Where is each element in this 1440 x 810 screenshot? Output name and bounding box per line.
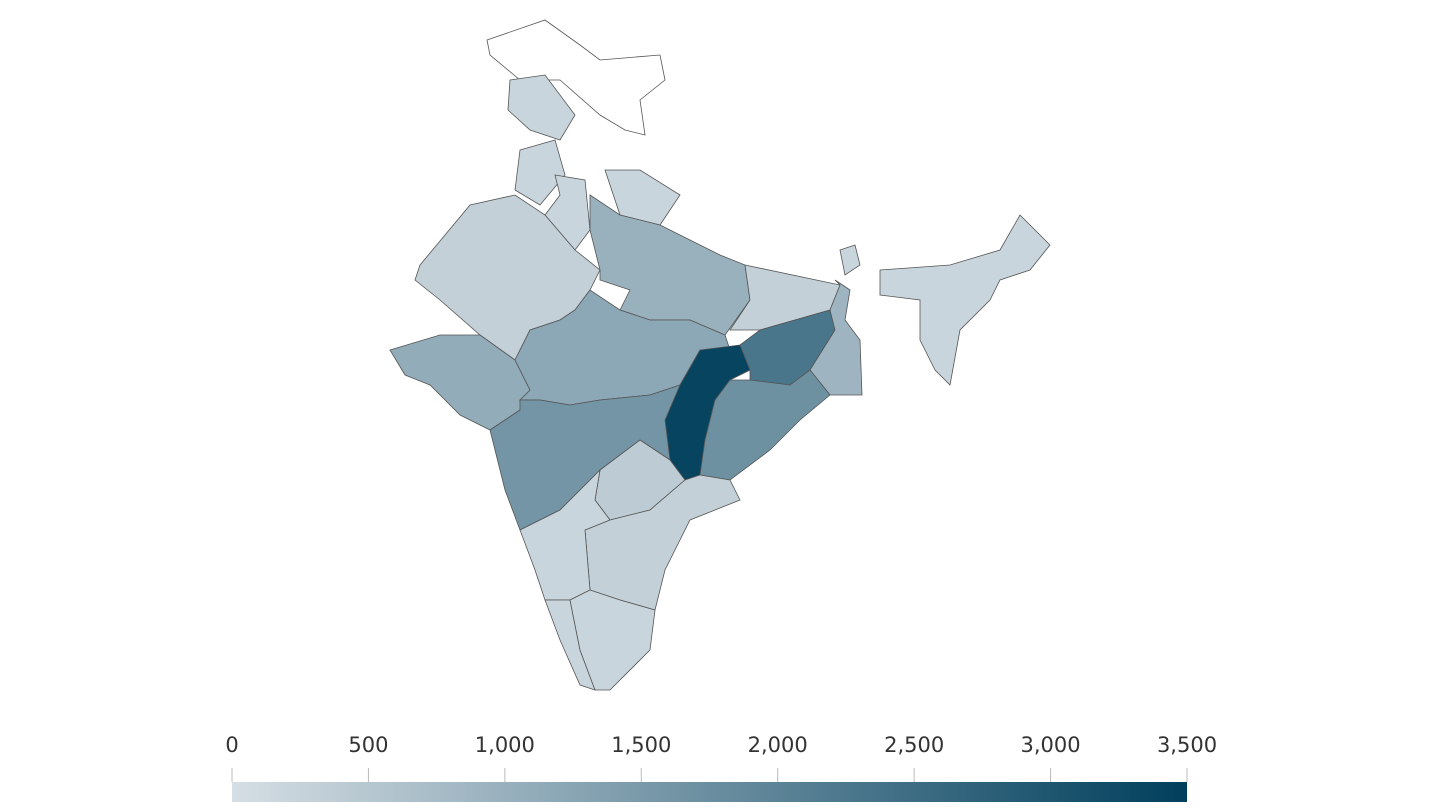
regions xyxy=(389,19,1051,691)
colorbar xyxy=(232,782,1187,802)
colorbar-tick-label: 0 xyxy=(225,733,238,757)
region xyxy=(519,468,611,601)
region xyxy=(507,74,576,141)
region xyxy=(839,244,861,276)
region xyxy=(879,214,1051,386)
colorbar-tick-label: 500 xyxy=(348,733,388,757)
colorbar-tick-label: 3,000 xyxy=(1021,733,1081,757)
colorbar-tick-label: 2,000 xyxy=(748,733,808,757)
region xyxy=(569,589,656,691)
region xyxy=(486,19,666,136)
region xyxy=(514,139,566,206)
colorbar-tick-label: 1,500 xyxy=(611,733,671,757)
colorbar-tick-label: 1,000 xyxy=(475,733,535,757)
region xyxy=(604,169,681,226)
colorbar-tick-label: 3,500 xyxy=(1157,733,1217,757)
colorbar-tick-label: 2,500 xyxy=(884,733,944,757)
region xyxy=(699,369,831,481)
